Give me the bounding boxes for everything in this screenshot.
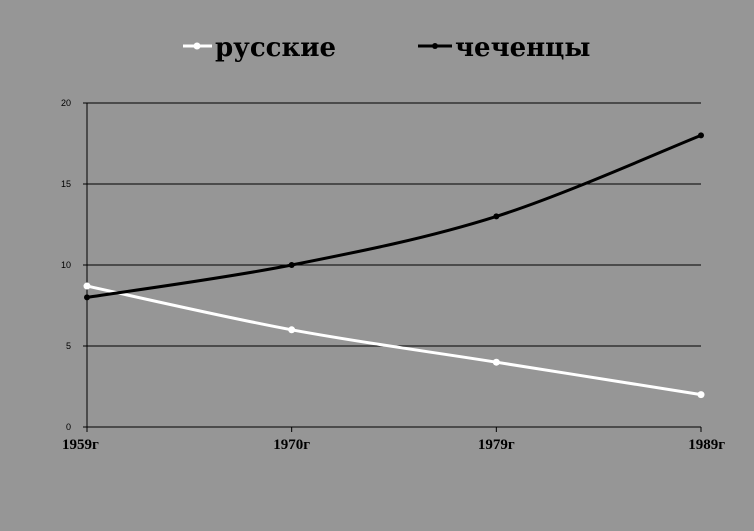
data-point-chechens	[288, 262, 295, 268]
data-point-russians	[697, 391, 705, 399]
legend-item-russians: русские	[183, 33, 336, 63]
data-point-russians	[492, 358, 500, 366]
legend-label-chechens: чеченцы	[455, 33, 590, 63]
gridlines	[87, 102, 701, 347]
y-tick-label: 20	[61, 98, 71, 108]
y-tick-label: 0	[66, 422, 71, 432]
legend: русские чеченцы	[183, 33, 590, 63]
data-point-chechens	[698, 132, 704, 139]
data-point-chechens	[493, 213, 500, 220]
x-tick-label: 1989г	[688, 437, 725, 453]
series-lines	[83, 132, 705, 399]
x-tick-label: 1979г	[478, 437, 515, 453]
x-tick-label: 1970г	[273, 437, 310, 453]
y-tick-label: 15	[61, 179, 71, 189]
y-tick-label: 5	[66, 341, 71, 351]
x-axis: 1959г 1970г 1979г 1989г	[62, 103, 725, 453]
legend-item-chechens: чеченцы	[418, 33, 590, 63]
data-point-chechens	[84, 294, 90, 301]
y-axis-ticks: 0 5 10 15 20	[61, 98, 87, 432]
series-line-chechens	[86, 134, 702, 299]
series-line-russians	[86, 284, 702, 397]
data-point-russians	[83, 282, 91, 290]
legend-marker-russians	[193, 42, 201, 50]
y-tick-label: 10	[61, 260, 71, 270]
x-tick-label: 1959г	[62, 437, 99, 453]
legend-label-russians: русские	[215, 33, 336, 63]
legend-marker-chechens	[432, 43, 438, 49]
data-point-russians	[288, 326, 296, 334]
